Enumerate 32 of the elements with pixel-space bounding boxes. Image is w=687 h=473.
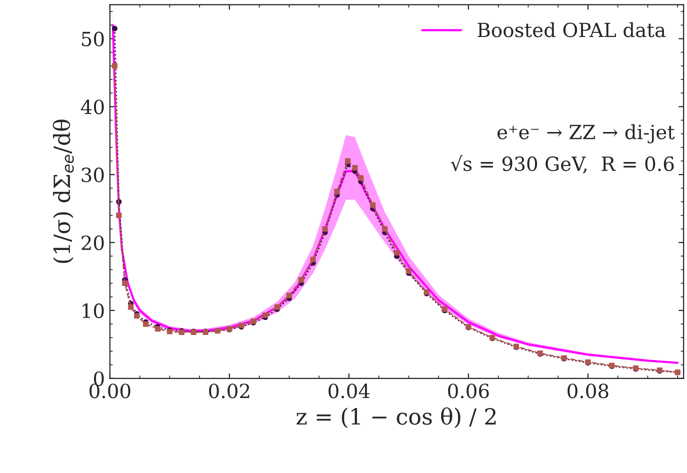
x-tick-label: 0.06: [448, 384, 489, 398]
legend-label: Boosted OPAL data: [478, 22, 666, 38]
point: [382, 226, 388, 232]
annotation: √s = 930 GeV, R = 0.6: [450, 155, 674, 174]
point: [122, 280, 128, 286]
point: [128, 304, 134, 310]
point: [298, 277, 304, 283]
y-tick-label: 10: [82, 303, 104, 318]
point: [394, 250, 400, 256]
point: [352, 165, 358, 171]
annotation: e⁺e⁻ → ZZ → di-jet: [497, 124, 675, 144]
point: [154, 326, 160, 332]
point: [116, 212, 122, 218]
y-axis-title: (1/σ) dΣ$_{ee}$/dθ: [52, 120, 74, 263]
point: [344, 158, 351, 164]
point: [322, 226, 328, 232]
x-tick-label: 0.08: [568, 384, 608, 398]
y-tick-label: 20: [82, 235, 104, 250]
point: [370, 202, 376, 208]
x-axis-title: z = (1 − cos θ) / 2: [296, 407, 496, 428]
y-tick-label: 40: [80, 100, 104, 114]
x-tick-label: 0.02: [209, 384, 250, 398]
point: [112, 26, 118, 32]
y-tick-label: 50: [82, 32, 104, 46]
point: [112, 63, 118, 69]
point: [358, 175, 364, 181]
point: [334, 188, 340, 194]
point: [310, 256, 316, 262]
point: [286, 292, 292, 298]
y-tick-label: 30: [82, 168, 104, 182]
point: [262, 312, 268, 318]
x-tick-label: 0.04: [328, 384, 370, 398]
